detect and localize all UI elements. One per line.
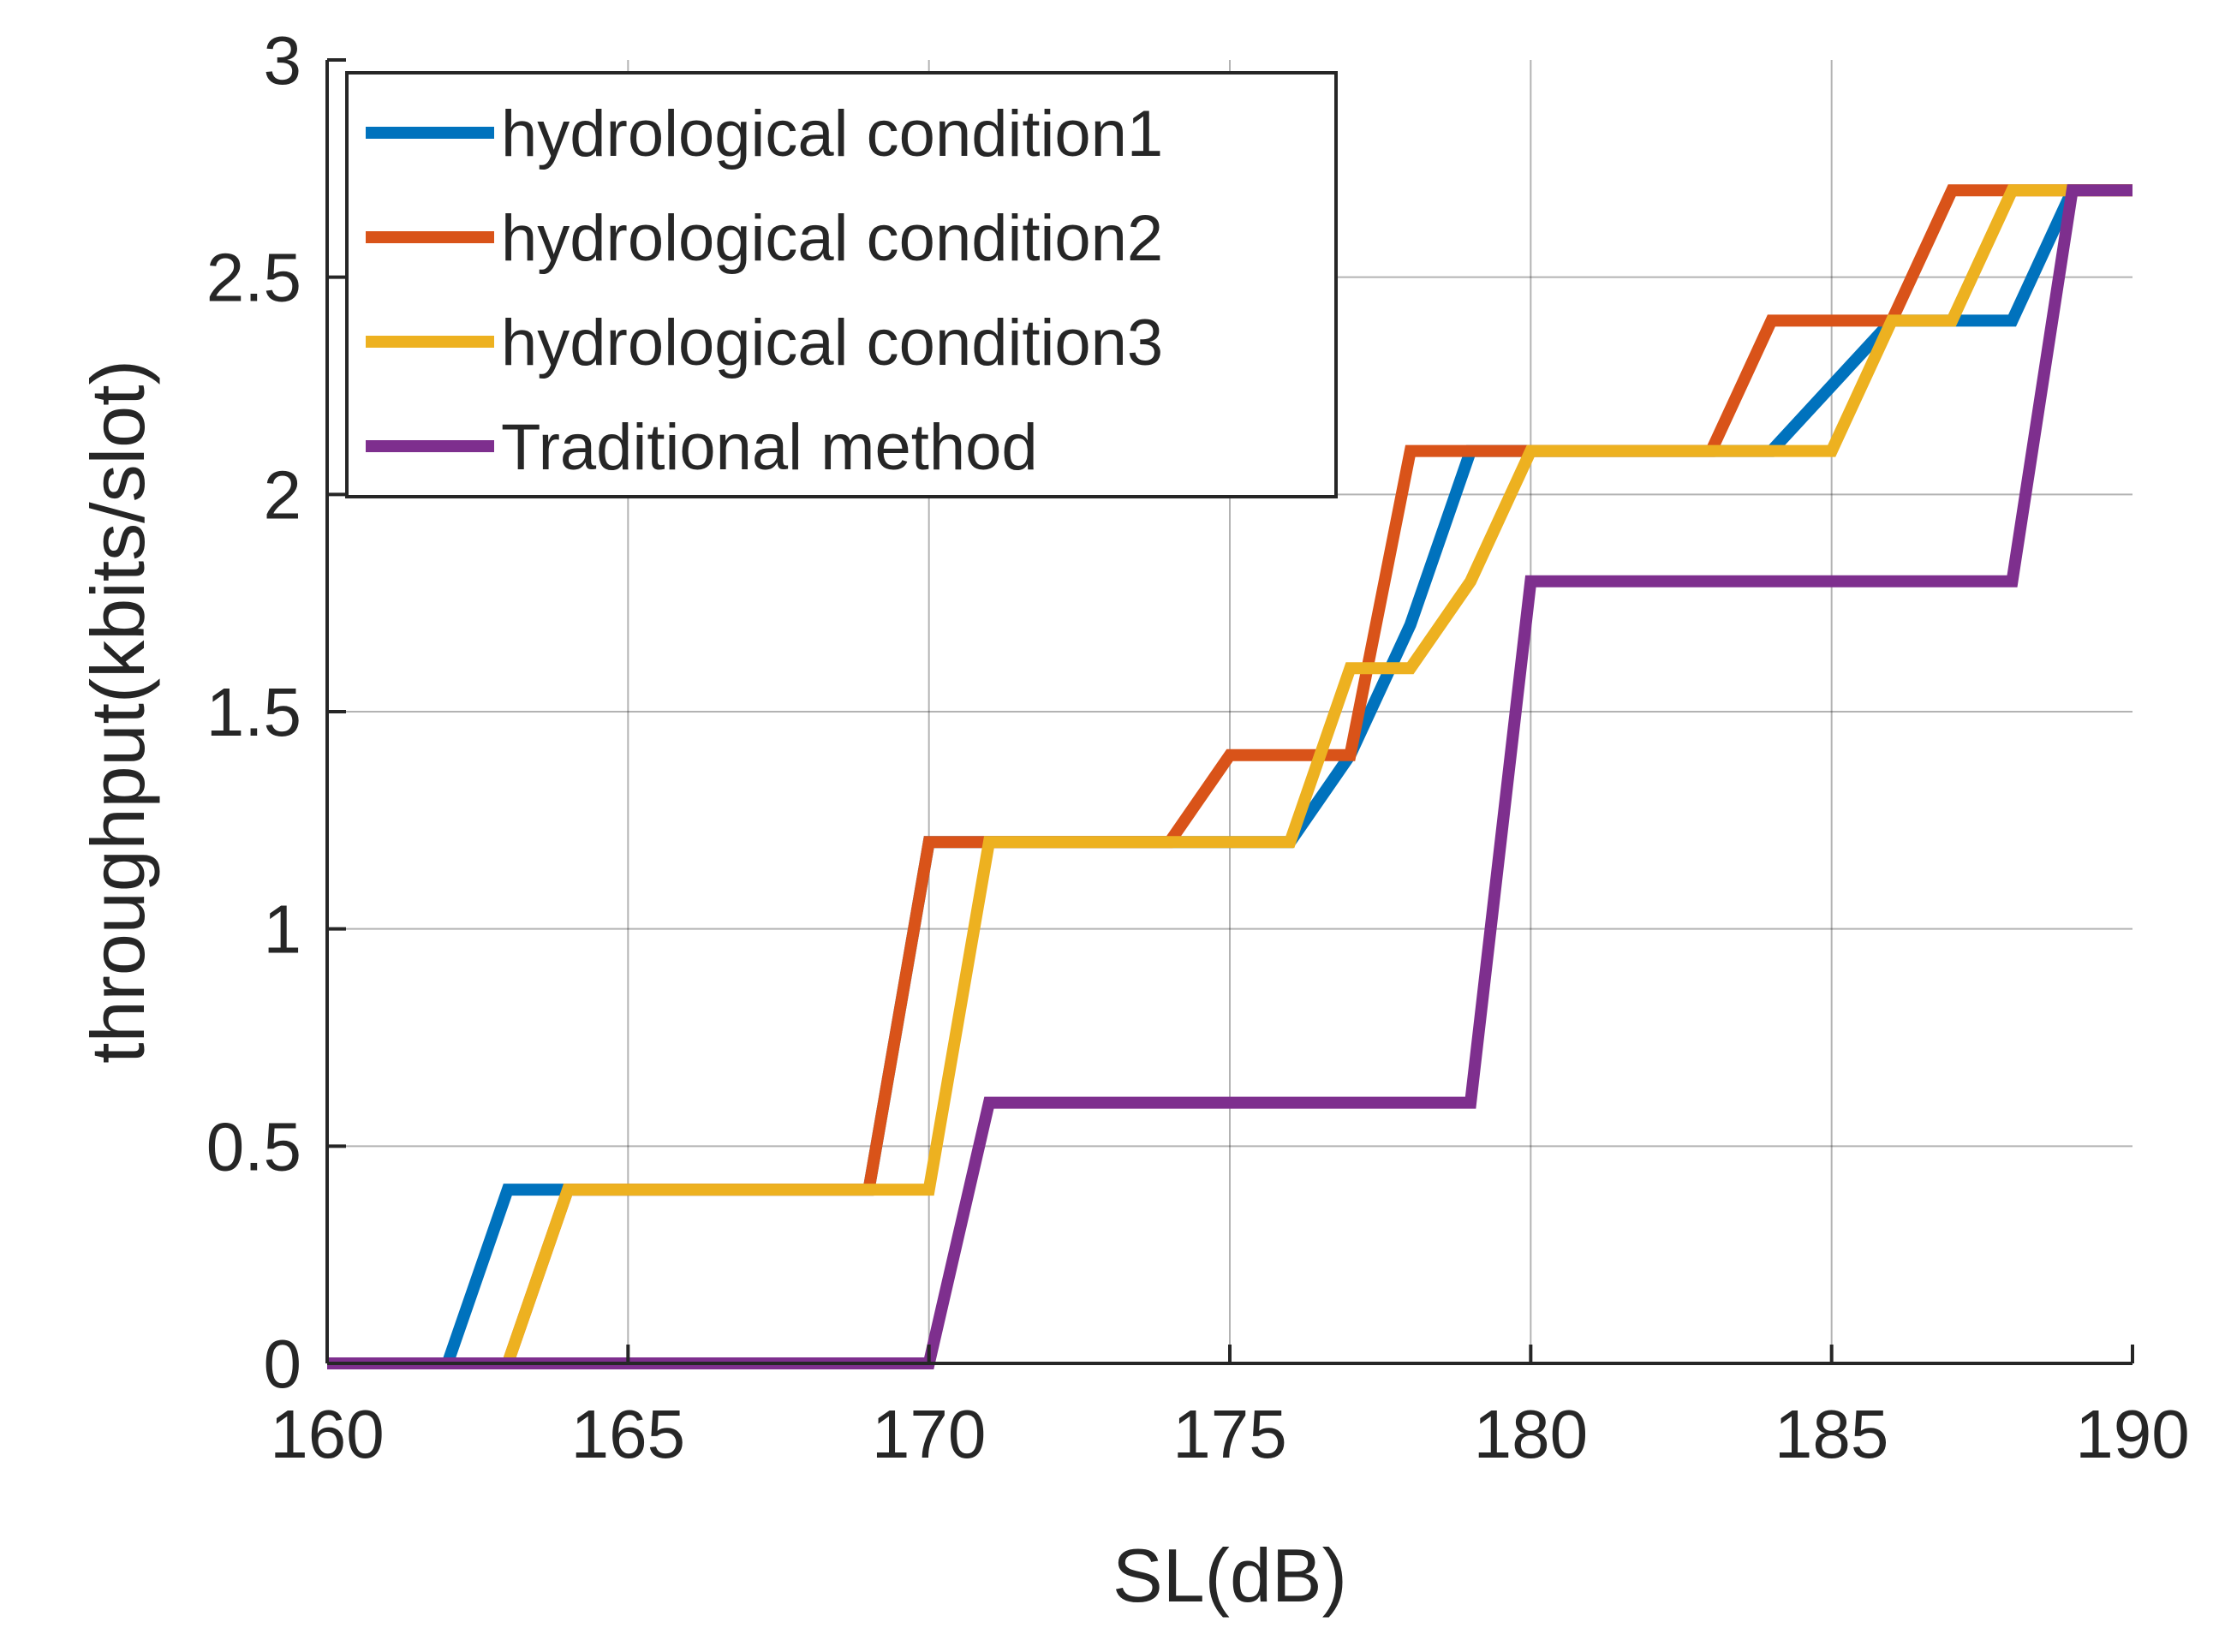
x-tick-label: 190 bbox=[2075, 1396, 2189, 1472]
y-tick-label: 2.5 bbox=[206, 240, 301, 316]
y-axis-label: throughput(kbits/slot) bbox=[75, 360, 160, 1064]
series-lines bbox=[327, 184, 2132, 1369]
y-tick-label: 1 bbox=[264, 892, 302, 968]
x-tick-label: 180 bbox=[1474, 1396, 1588, 1472]
legend-label: Traditional method bbox=[501, 411, 1038, 484]
y-tick-label: 3 bbox=[264, 22, 302, 98]
y-tick-label: 0.5 bbox=[206, 1108, 301, 1184]
legend: hydrological condition1 hydrological cond… bbox=[345, 71, 1338, 498]
axes bbox=[325, 58, 2134, 1365]
legend-label: hydrological condition1 bbox=[501, 98, 1163, 170]
legend-label: hydrological condition2 bbox=[501, 202, 1163, 275]
series-line-4 bbox=[327, 184, 2132, 1369]
x-tick-label: 165 bbox=[571, 1396, 685, 1472]
legend-box bbox=[345, 71, 1338, 498]
y-tick-label: 0 bbox=[264, 1326, 302, 1402]
tick-labels: 160 165 170 175 180 185 190 0 0.5 1 1.5 2 2.5 3 bbox=[206, 22, 2190, 1472]
y-tick-label: 1.5 bbox=[206, 674, 301, 750]
x-axis-label: SL(dB) bbox=[1112, 1533, 1347, 1618]
x-tick-label: 185 bbox=[1775, 1396, 1888, 1472]
legend-label: hydrological condition3 bbox=[501, 307, 1163, 379]
series-line-3 bbox=[327, 184, 2132, 1369]
x-tick-label: 160 bbox=[270, 1396, 384, 1472]
x-tick-label: 170 bbox=[872, 1396, 986, 1472]
y-tick-label: 2 bbox=[264, 456, 302, 533]
x-tick-label: 175 bbox=[1172, 1396, 1286, 1472]
